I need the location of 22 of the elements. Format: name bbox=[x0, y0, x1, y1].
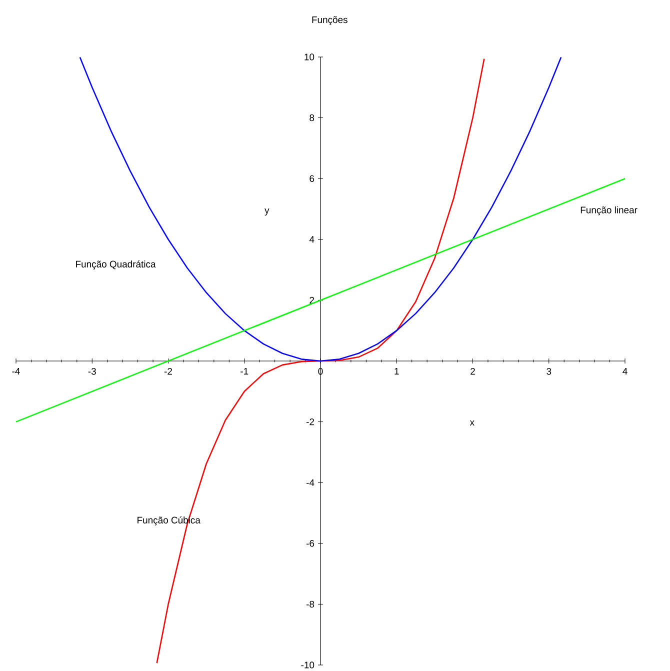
x-tick-label: 3 bbox=[546, 368, 552, 375]
y-tick-label: 6 bbox=[310, 175, 314, 182]
y-tick-label: -10 bbox=[301, 662, 314, 668]
y-tick-label: -8 bbox=[306, 600, 314, 608]
y-tick-label: 10 bbox=[304, 54, 314, 60]
y-tick-label: 4 bbox=[309, 236, 314, 243]
x-tick-label: -2 bbox=[164, 368, 172, 375]
y-tick-label: -2 bbox=[306, 418, 314, 426]
x-tick-label: 1 bbox=[394, 368, 399, 375]
x-axis-title: x bbox=[470, 420, 474, 426]
y-tick-label: -6 bbox=[306, 540, 314, 547]
annotation: Função linear bbox=[580, 206, 638, 216]
x-tick-label: -1 bbox=[240, 368, 248, 375]
x-tick-label: -4 bbox=[12, 368, 20, 375]
x-tick-label: -3 bbox=[88, 368, 96, 375]
y-tick-label: 8 bbox=[310, 114, 314, 122]
chart-title: Funções bbox=[312, 16, 348, 25]
annotation: Função Quadrática bbox=[76, 260, 156, 270]
y-tick-label: -4 bbox=[306, 479, 314, 486]
x-tick-label: 4 bbox=[622, 368, 628, 375]
y-axis-title: y bbox=[264, 208, 270, 216]
x-tick-label: 2 bbox=[470, 368, 475, 375]
